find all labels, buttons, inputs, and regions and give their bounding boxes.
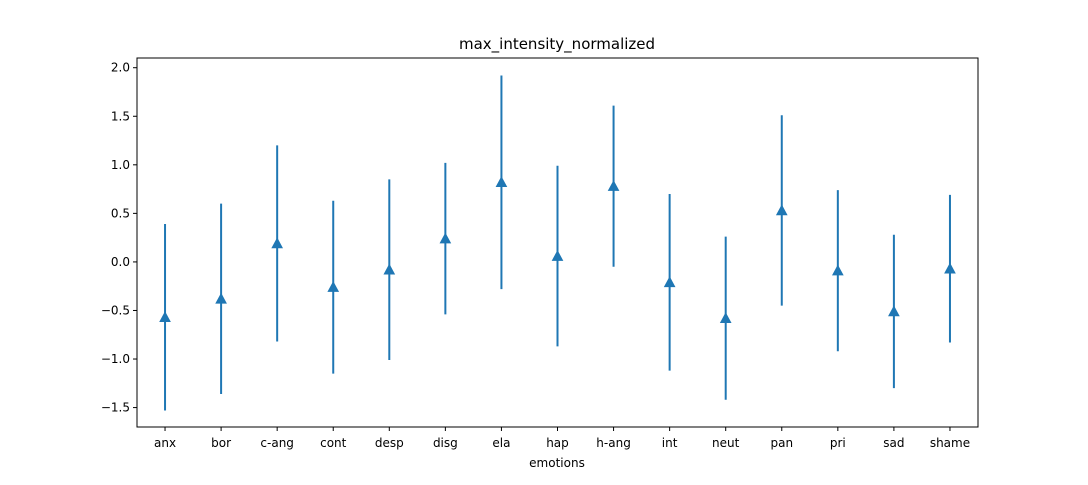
axes-frame bbox=[136, 57, 979, 428]
y-axis: −1.5 −1.0 −0.5 0.0 0.5 1.0 1.5 2.0 bbox=[101, 61, 137, 415]
x-tick-label: disg bbox=[433, 436, 458, 450]
mean-marker bbox=[719, 312, 732, 323]
y-tick-label: 0.0 bbox=[111, 255, 130, 269]
x-axis: anx bor c-ang cont desp disg ela hap h-ang int neu… bbox=[154, 427, 970, 450]
mean-marker bbox=[271, 237, 284, 249]
mean-marker bbox=[327, 281, 340, 292]
x-tick-label: hap bbox=[546, 436, 569, 450]
x-tick-label: cont bbox=[320, 436, 347, 450]
x-axis-label: emotions bbox=[529, 456, 585, 470]
mean-marker bbox=[439, 232, 452, 244]
mean-marker bbox=[663, 276, 676, 288]
mean-marker bbox=[215, 292, 227, 304]
y-tick-label: 0.5 bbox=[111, 206, 130, 220]
mean-marker bbox=[495, 176, 508, 188]
x-tick-label: pan bbox=[770, 436, 793, 450]
mean-marker bbox=[888, 305, 900, 317]
mean-marker bbox=[607, 180, 620, 191]
mean-marker bbox=[831, 264, 844, 276]
chart-title: max_intensity_normalized bbox=[459, 35, 655, 54]
x-tick-label: int bbox=[662, 436, 678, 450]
x-tick-label: ela bbox=[492, 436, 510, 450]
y-tick-label: 1.5 bbox=[111, 109, 130, 123]
y-tick-label: −1.5 bbox=[101, 401, 130, 415]
y-tick-label: 2.0 bbox=[111, 61, 130, 75]
plot-area bbox=[159, 75, 956, 411]
x-tick-label: shame bbox=[930, 436, 970, 450]
mean-marker bbox=[551, 250, 564, 261]
mean-marker bbox=[775, 204, 788, 216]
mean-marker bbox=[383, 263, 396, 275]
x-tick-label: desp bbox=[375, 436, 404, 450]
x-tick-label: sad bbox=[883, 436, 904, 450]
y-tick-label: 1.0 bbox=[111, 158, 130, 172]
y-tick-label: −0.5 bbox=[101, 303, 130, 317]
x-tick-label: h-ang bbox=[596, 436, 631, 450]
x-tick-label: neut bbox=[712, 436, 740, 450]
x-tick-label: bor bbox=[211, 436, 231, 450]
mean-marker bbox=[944, 262, 956, 274]
mean-marker bbox=[159, 311, 171, 323]
x-tick-label: anx bbox=[154, 436, 176, 450]
x-tick-label: c-ang bbox=[260, 436, 294, 450]
y-tick-label: −1.0 bbox=[101, 352, 130, 366]
x-tick-label: pri bbox=[830, 436, 846, 450]
